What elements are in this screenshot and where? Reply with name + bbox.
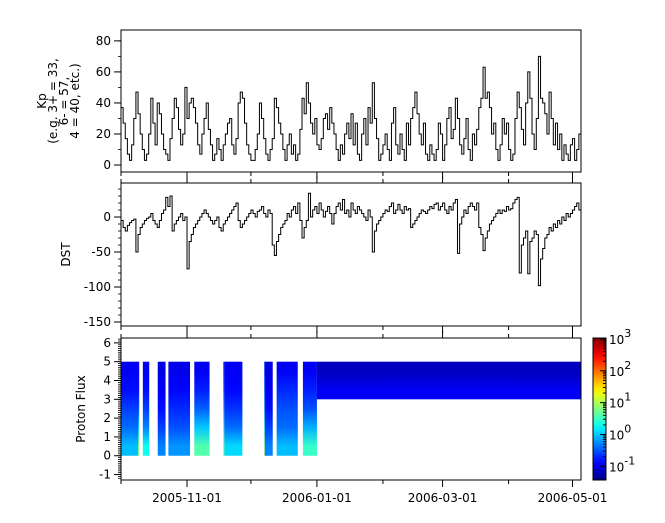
y-tick-label: 0: [103, 210, 111, 224]
tick-exponent: 0: [624, 422, 631, 435]
colorbar-tick-label: 101: [609, 391, 631, 411]
colorbar-gradient: [592, 337, 607, 481]
y-tick-label: 20: [96, 127, 111, 141]
panel-1: 0 20 40 60 80 Kp(e.g. 3+ = 33,6- = 57,4 = 40,…: [35, 29, 582, 179]
tick-base: 10: [609, 460, 624, 474]
y-tick-label: 60: [96, 65, 111, 79]
x-tick-label: 2006-03-01: [408, 491, 478, 505]
panel-2: -150 -100 -50 0 DST: [59, 176, 582, 333]
spectrogram-segment: [224, 361, 243, 456]
y-tick-label: 3: [103, 392, 111, 406]
spectrogram-segment: [264, 361, 273, 456]
plot-frame: [120, 29, 582, 173]
x-tick-label: 2006-01-01: [282, 491, 352, 505]
y-axis-label-line: 6- = 57,: [57, 77, 71, 126]
y-axis-label: DST: [59, 242, 73, 267]
y-tick-label: 2: [103, 411, 111, 425]
y-tick-label: 1: [103, 430, 111, 444]
spectrogram-segment: [276, 361, 298, 456]
dst-series-line: [121, 192, 582, 287]
y-axis-label-line: (e.g. 3+ = 33,: [46, 58, 60, 144]
tick-base: 10: [609, 333, 624, 347]
y-tick-label: 4: [103, 374, 111, 388]
colorbar-tick-label: 102: [609, 359, 631, 379]
y-tick-label: 40: [96, 96, 111, 110]
x-tick-label: 2006-05-01: [538, 491, 608, 505]
x-tick-label: 2005-11-01: [152, 491, 222, 505]
y-axis-label: Proton Flux: [74, 375, 88, 442]
y-tick-label: 80: [96, 34, 111, 48]
colorbar-tick-label: 100: [609, 422, 631, 442]
tick-base: 10: [609, 428, 624, 442]
tick-exponent: 1: [624, 391, 631, 404]
spectrogram-segment: [316, 361, 581, 400]
y-axis-label: Kp(e.g. 3+ = 33,6- = 57,4 = 40, etc.): [35, 58, 82, 144]
y-axis-label-line: 4 = 40, etc.): [68, 63, 82, 138]
tick-exponent: -1: [624, 454, 635, 467]
colorbar-tick-label: 103: [609, 327, 631, 347]
tick-exponent: 2: [624, 359, 631, 372]
y-tick-label: -150: [84, 315, 111, 329]
tick-exponent: 3: [624, 327, 631, 340]
y-axis-label-line: Kp: [35, 93, 49, 109]
spectrogram-segment: [302, 361, 317, 456]
colorbar-tick-label: 10-1: [609, 454, 635, 474]
spectrogram-segment: [142, 361, 150, 456]
kp-series-line: [121, 55, 582, 161]
spectrogram-segment: [121, 361, 139, 456]
tick-base: 10: [609, 397, 624, 411]
y-tick-label: 0: [103, 449, 111, 463]
y-tick-label: -100: [84, 280, 111, 294]
y-tick-label: -50: [91, 245, 111, 259]
panel-3: -1 0 1 2 3 4 5 6 Proton Flux: [74, 331, 582, 487]
spectrogram-segment: [168, 361, 191, 456]
y-tick-label: 5: [103, 355, 111, 369]
spectrogram-segment: [138, 361, 140, 456]
y-tick-label: 0: [103, 158, 111, 172]
tick-base: 10: [609, 365, 624, 379]
spectrogram-segment: [194, 361, 210, 456]
spectrogram-segment: [157, 361, 166, 456]
plot-frame: [120, 182, 582, 327]
y-tick-label: -1: [99, 468, 111, 482]
spectrogram-segment: [223, 361, 225, 456]
y-tick-label: 6: [103, 336, 111, 350]
